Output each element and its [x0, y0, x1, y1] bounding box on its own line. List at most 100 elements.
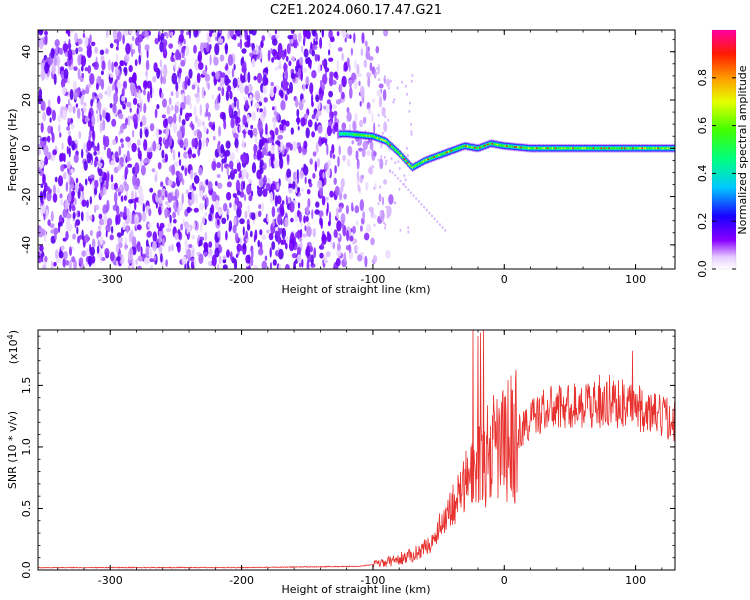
heatmap-cell: [226, 181, 232, 188]
heatmap-cell: [69, 184, 75, 190]
heatmap-cell: [69, 203, 72, 212]
heatmap-cell: [215, 71, 220, 80]
heatmap-cell: [317, 124, 323, 134]
spectrogram-x-tick-label: -100: [360, 273, 385, 286]
heatmap-cell: [62, 257, 66, 268]
heatmap-cell: [160, 67, 165, 72]
heatmap-cell: [61, 142, 64, 150]
heatmap-cell: [105, 48, 109, 55]
heatmap-cell: [79, 196, 82, 205]
heatmap-cell: [99, 218, 105, 226]
heatmap-cell: [56, 187, 60, 194]
heatmap-cell: [168, 135, 173, 147]
spectrogram-y-tick-label: 40: [20, 45, 33, 59]
heatmap-cell: [174, 161, 180, 167]
heatmap-cell: [250, 190, 254, 197]
heatmap-cell: [296, 169, 299, 177]
heatmap-cell: [198, 239, 203, 247]
heatmap-cell: [394, 161, 397, 165]
heatmap-cell: [156, 222, 159, 229]
heatmap-cell: [309, 59, 312, 70]
heatmap-cell: [323, 176, 327, 186]
heatmap-cell: [287, 177, 292, 184]
heatmap-cell: [91, 214, 95, 223]
heatmap-cell: [89, 215, 93, 221]
heatmap-cell: [212, 135, 216, 141]
heatmap-cell: [168, 43, 174, 49]
colorbar: 0.0 0.2 0.4 0.6 0.8 Normalized spectral ampl…: [696, 29, 749, 278]
heatmap-cell: [112, 138, 116, 146]
heatmap-cell: [329, 37, 335, 43]
heatmap-cell: [99, 121, 103, 133]
heatmap-cell: [158, 246, 163, 253]
heatmap-cell: [158, 206, 162, 216]
heatmap-cell: [361, 174, 364, 180]
heatmap-cell: [60, 199, 64, 206]
heatmap-cell: [372, 214, 377, 219]
heatmap-cell: [122, 34, 125, 45]
heatmap-cell: [158, 234, 162, 244]
heatmap-cell: [53, 54, 57, 67]
heatmap-cell: [84, 67, 89, 72]
heatmap-cell: [334, 185, 340, 197]
heatmap-cell: [345, 33, 350, 39]
heatmap-cell: [199, 104, 202, 116]
heatmap-cell: [219, 54, 225, 62]
heatmap-cell: [224, 74, 229, 86]
heatmap-cell: [257, 210, 262, 217]
heatmap-cell: [383, 155, 386, 159]
heatmap-cell: [46, 106, 52, 116]
heatmap-cell: [355, 150, 359, 161]
heatmap-cell: [117, 164, 122, 171]
heatmap-cell: [298, 211, 302, 223]
heatmap-cell: [226, 249, 230, 258]
heatmap-cell: [65, 230, 69, 241]
heatmap-cell: [91, 114, 96, 127]
heatmap-cell: [403, 174, 406, 178]
heatmap-cell: [313, 247, 317, 259]
heatmap-cell: [47, 135, 51, 143]
heatmap-cell: [287, 34, 293, 40]
heatmap-cell: [283, 63, 288, 71]
heatmap-cell: [410, 130, 413, 134]
heatmap-cell: [123, 67, 127, 73]
heatmap-cell: [164, 139, 170, 149]
heatmap-cell: [331, 104, 337, 110]
heatmap-cell: [329, 102, 333, 112]
heatmap-cell: [236, 98, 239, 110]
heatmap-cell: [135, 177, 141, 187]
heatmap-cell: [191, 189, 195, 202]
heatmap-cell: [241, 168, 247, 178]
heatmap-cell: [154, 174, 158, 183]
heatmap-cell: [42, 264, 47, 269]
heatmap-cell: [265, 183, 271, 192]
heatmap-cell: [141, 211, 147, 222]
heatmap-cell: [409, 101, 411, 105]
heatmap-cell: [375, 45, 380, 54]
heatmap-cell: [58, 250, 64, 259]
heatmap-cell: [304, 225, 307, 232]
heatmap-cell: [271, 48, 277, 57]
heatmap-cell: [277, 30, 280, 34]
heatmap-cell: [299, 56, 304, 66]
spectrogram-y-tick-label: -20: [20, 188, 33, 206]
heatmap-cell: [392, 100, 395, 104]
heatmap-cell: [224, 65, 229, 71]
heatmap-cell: [306, 226, 312, 238]
heatmap-cell: [134, 162, 140, 175]
heatmap-cell: [273, 120, 276, 130]
heatmap-cell: [172, 195, 177, 201]
heatmap-cell: [373, 223, 376, 227]
heatmap-cell: [95, 204, 100, 211]
heatmap-cell: [340, 178, 345, 189]
heatmap-cell: [165, 126, 169, 138]
heatmap-cell: [205, 138, 209, 147]
trace-branch-cell: [412, 194, 415, 197]
heatmap-cell: [376, 89, 382, 97]
heatmap-cell: [118, 113, 124, 120]
heatmap-cell: [300, 117, 306, 127]
heatmap-cell: [253, 144, 258, 154]
heatmap-cell: [261, 234, 267, 240]
heatmap-cell: [377, 113, 380, 117]
heatmap-cell: [186, 248, 192, 260]
